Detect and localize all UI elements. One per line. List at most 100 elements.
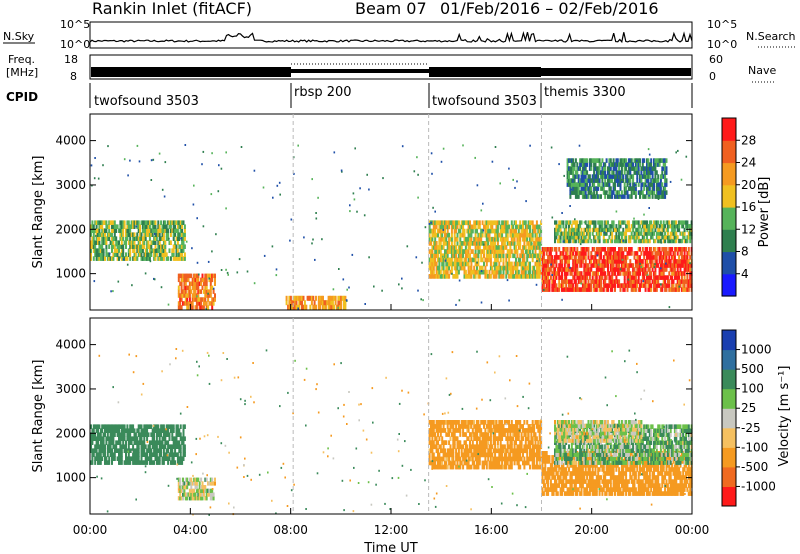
power-echo-cell-sparse: [354, 147, 356, 150]
velocity-echo-cell: [498, 460, 501, 466]
velocity-echo-cell: [494, 464, 497, 470]
velocity-echo-cell: [505, 428, 508, 433]
velocity-echo-cell: [150, 432, 153, 437]
velocity-echo-cell: [484, 428, 487, 433]
power-echo-cell: [644, 178, 647, 183]
power-echo-cell: [658, 238, 661, 244]
power-echo-cell: [141, 220, 144, 225]
power-echo-cell-sparse: [366, 173, 368, 176]
power-echo-cell: [184, 301, 187, 306]
velocity-echo-cell: [139, 432, 142, 437]
power-echo-cell: [439, 232, 442, 238]
power-echo-cell: [310, 295, 313, 301]
power-echo-cell: [597, 267, 600, 272]
power-echo-cell: [577, 279, 580, 284]
power-echo-cell: [630, 224, 633, 229]
power-echo-cell: [570, 235, 573, 240]
power-echo-cell: [147, 244, 150, 249]
power-echo-cell: [675, 231, 678, 236]
velocity-echo-cell: [91, 428, 94, 433]
velocity-echo-cell: [437, 464, 439, 470]
power-echo-cell: [620, 174, 623, 179]
power-echo-cell: [506, 236, 509, 242]
power-echo-cell-sparse: [680, 178, 683, 181]
power-echo-cell: [654, 251, 657, 256]
power-echo-cell: [597, 247, 600, 252]
power-echo-cell: [683, 279, 686, 284]
power-echo-cell: [516, 232, 519, 238]
power-echo-cell: [673, 267, 676, 272]
power-echo-cell-sparse: [648, 194, 650, 197]
power-echo-cell: [470, 265, 473, 271]
velocity-echo-cell: [182, 477, 184, 482]
power-echo-cell: [448, 224, 451, 230]
velocity-echo-cell: [154, 424, 157, 429]
power-echo-cell: [672, 224, 675, 229]
power-echo-cell: [491, 249, 494, 254]
power-echo-cell: [566, 255, 569, 260]
velocity-echo-cell: [483, 464, 485, 470]
power-echo-cell: [91, 244, 94, 249]
power-echo-cell: [484, 265, 487, 271]
power-echo-cell: [547, 267, 550, 272]
power-echo-cell: [625, 186, 628, 191]
power-echo-cell: [174, 256, 177, 261]
power-echo-cell: [527, 274, 530, 279]
power-echo-cell: [441, 228, 444, 234]
velocity-echo-cell: [130, 436, 133, 441]
power-echo-cell-sparse: [506, 279, 509, 282]
power-echo-cell: [470, 236, 473, 242]
velocity-echo-cell: [431, 464, 434, 470]
power-echo-cell: [434, 245, 437, 250]
velocity-echo-cell: [146, 432, 149, 437]
power-echo-cell: [551, 283, 554, 288]
power-echo-cell: [516, 269, 519, 275]
power-echo-cell: [678, 224, 681, 229]
power-echo-cell: [605, 158, 608, 163]
power-echo-cell: [538, 265, 541, 271]
power-echo-cell: [679, 263, 682, 268]
power-echo-cell: [137, 220, 140, 225]
power-echo-cell: [682, 263, 685, 268]
power-echo-cell: [554, 231, 556, 236]
power-echo-cell: [438, 224, 441, 230]
power-echo-cell: [126, 220, 129, 225]
power-echo-cell: [524, 245, 527, 250]
power-echo-cell: [477, 224, 480, 230]
power-echo-cell: [630, 247, 633, 252]
power-echo-cell: [324, 300, 327, 306]
power-echo-cell: [456, 269, 459, 275]
power-echo-cell: [302, 295, 305, 301]
power-echo-cell: [212, 297, 215, 302]
power-echo-cell: [489, 253, 492, 259]
velocity-echo-cell: [480, 440, 483, 445]
power-echo-cell: [112, 224, 115, 229]
velocity-echo-cell: [442, 444, 445, 450]
power-echo-cell: [187, 273, 190, 279]
power-echo-cell: [583, 251, 586, 256]
velocity-echo-cell: [95, 424, 98, 429]
power-echo-cell: [639, 255, 641, 260]
power-echo-cell: [608, 227, 611, 233]
power-echo-cell: [558, 287, 561, 292]
power-echo-cell: [448, 274, 451, 279]
velocity-echo-cell: [106, 444, 109, 449]
power-echo-cell: [502, 224, 505, 230]
velocity-echo-cell: [505, 456, 508, 462]
velocity-echo-cell: [109, 424, 112, 429]
power-echo-cell: [657, 238, 660, 244]
power-echo-cell: [657, 263, 660, 268]
power-echo-cell: [104, 240, 106, 245]
power-echo-cell: [453, 245, 456, 250]
power-echo-cell: [485, 236, 488, 242]
power-echo-cell: [97, 220, 99, 225]
power-echo-cell: [587, 190, 590, 195]
power-echo-cell-sparse: [417, 289, 419, 292]
power-echo-cell: [614, 255, 616, 260]
power-echo-cell: [177, 293, 180, 298]
velocity-echo-cell: [195, 496, 198, 501]
power-echo-cell: [651, 279, 654, 284]
velocity-echo-cell: [444, 460, 446, 466]
power-echo-cell: [583, 238, 586, 244]
power-echo-cell: [444, 274, 446, 279]
